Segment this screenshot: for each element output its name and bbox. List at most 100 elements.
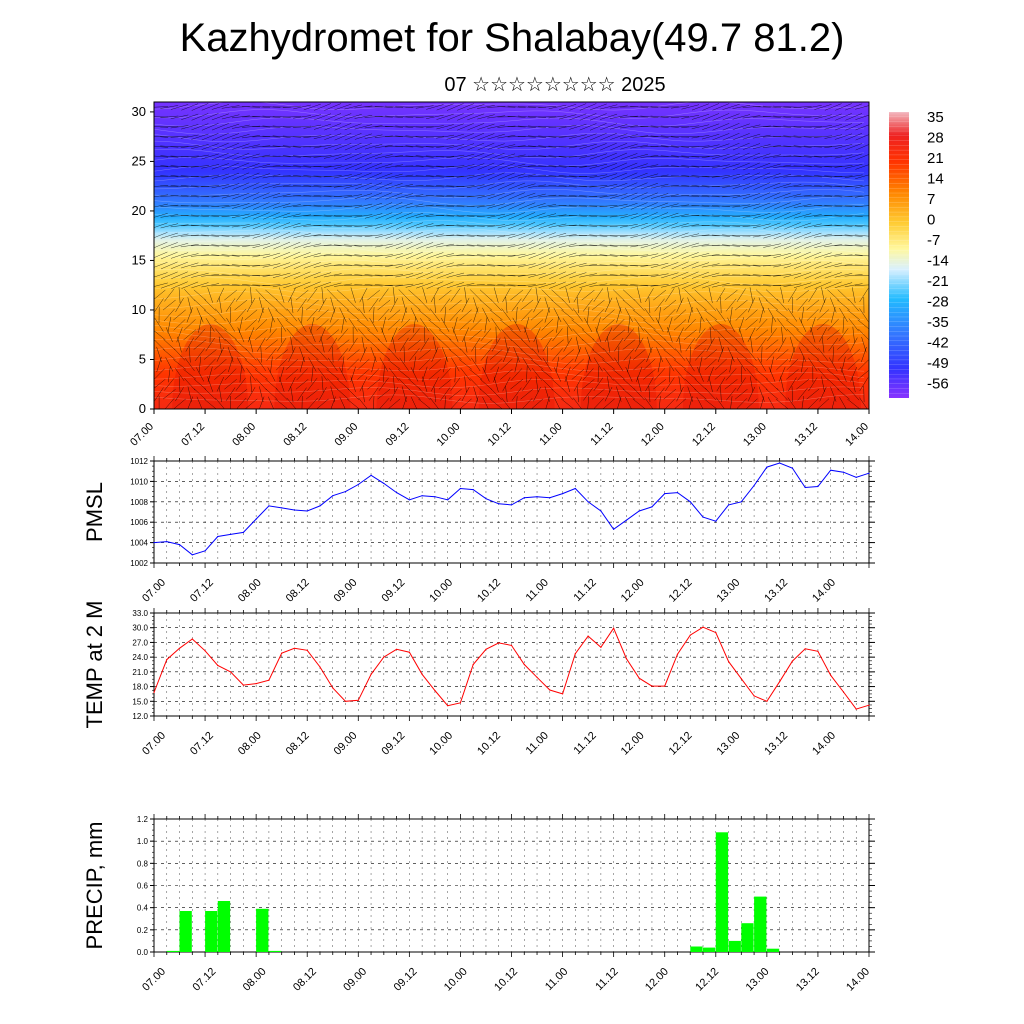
wind-barb <box>364 284 383 287</box>
wind-barb <box>745 398 758 409</box>
pmsl-data-point <box>600 510 602 512</box>
wind-barb <box>558 165 577 168</box>
wind-barb <box>752 234 771 238</box>
temp-x-tick-label: 09.12 <box>379 730 407 758</box>
wind-barb <box>204 358 216 371</box>
wind-barb <box>568 204 587 208</box>
wind-barb <box>385 183 403 190</box>
wind-barb <box>215 397 225 409</box>
wind-barb <box>661 232 679 240</box>
wind-barb <box>593 288 604 302</box>
wind-barb <box>630 222 648 229</box>
wind-barb <box>758 297 765 313</box>
wind-barb <box>320 336 325 353</box>
wind-barb <box>170 252 189 259</box>
wind-barb <box>285 319 299 330</box>
wind-barb <box>344 152 362 161</box>
wind-barb <box>346 349 360 360</box>
wind-barb <box>245 348 257 361</box>
wind-barb <box>374 284 393 287</box>
wind-barb <box>181 113 199 120</box>
wind-barb <box>517 263 536 268</box>
wind-barb <box>766 328 777 342</box>
wind-barb <box>732 264 751 267</box>
wind-barb <box>505 296 508 314</box>
wind-barb <box>695 328 706 342</box>
wind-barb <box>750 336 753 353</box>
wind-barb <box>222 133 240 141</box>
wind-barb <box>599 244 618 247</box>
wind-barb <box>640 105 659 109</box>
wind-barb <box>293 261 311 270</box>
wind-barb <box>589 184 608 188</box>
wind-barb <box>701 165 720 168</box>
wind-barb <box>303 262 321 269</box>
wind-barb <box>711 164 730 169</box>
wind-barb <box>464 287 467 304</box>
wind-barb <box>681 114 700 119</box>
wind-barb <box>456 264 475 267</box>
wind-barb <box>214 358 227 370</box>
wind-barb <box>262 263 281 268</box>
temp2m-data-point <box>178 647 181 649</box>
wind-barb <box>375 233 393 239</box>
wind-barb <box>575 336 580 353</box>
wind-barb <box>732 114 751 120</box>
wind-barb <box>684 378 697 391</box>
wind-barb <box>395 231 413 240</box>
wind-barb <box>627 356 631 373</box>
wind-barb <box>671 155 690 158</box>
wind-barb <box>430 287 439 303</box>
wind-barb <box>231 124 250 129</box>
wind-barb <box>773 242 791 249</box>
wind-barb <box>242 212 260 220</box>
wind-barb <box>577 296 579 314</box>
wind-barb <box>426 233 444 238</box>
wind-barb <box>327 289 339 302</box>
wind-barb <box>763 232 781 239</box>
wind-barb <box>599 173 618 180</box>
wind-barb <box>701 155 720 158</box>
wind-barb <box>808 357 818 372</box>
wind-barb <box>541 289 554 301</box>
cross-section-x-tick-label: 13.12 <box>792 421 820 449</box>
wind-barb <box>497 153 516 160</box>
wind-barb <box>857 369 869 380</box>
page-title: Kazhydromet for Shalabay(49.7 81.2) <box>179 16 845 60</box>
wind-barb <box>828 357 838 372</box>
wind-barb <box>364 223 383 228</box>
wind-barb <box>201 283 220 288</box>
wind-barb <box>763 163 781 170</box>
wind-barb <box>609 254 628 257</box>
wind-barb <box>745 319 758 331</box>
wind-barb <box>620 125 638 129</box>
temp2m-data-point <box>357 699 359 701</box>
wind-barb <box>313 194 332 198</box>
wind-barb <box>497 202 515 210</box>
wind-barb <box>323 204 342 207</box>
wind-barb <box>293 223 311 228</box>
wind-barb <box>830 386 837 402</box>
wind-barb <box>722 103 740 110</box>
wind-barb <box>828 337 839 352</box>
wind-barb <box>698 356 703 373</box>
wind-barb <box>482 307 490 323</box>
wind-barb <box>262 115 281 118</box>
pmsl-data-point <box>536 496 538 498</box>
wind-barb <box>814 281 832 289</box>
wind-barb <box>701 272 720 278</box>
wind-barb <box>722 173 740 179</box>
wind-barb <box>421 366 428 382</box>
wind-barb <box>323 214 342 218</box>
wind-barb <box>765 339 779 350</box>
wind-barb <box>375 202 393 210</box>
precip-x-tick-label: 14.00 <box>844 966 872 994</box>
wind-barb <box>293 281 311 289</box>
wind-barb <box>845 113 863 121</box>
wind-barb <box>221 274 240 277</box>
wind-barb <box>783 125 802 128</box>
wind-barb <box>787 288 797 303</box>
wind-barb <box>163 308 175 322</box>
wind-barb <box>839 307 848 322</box>
wind-barb <box>436 271 454 279</box>
